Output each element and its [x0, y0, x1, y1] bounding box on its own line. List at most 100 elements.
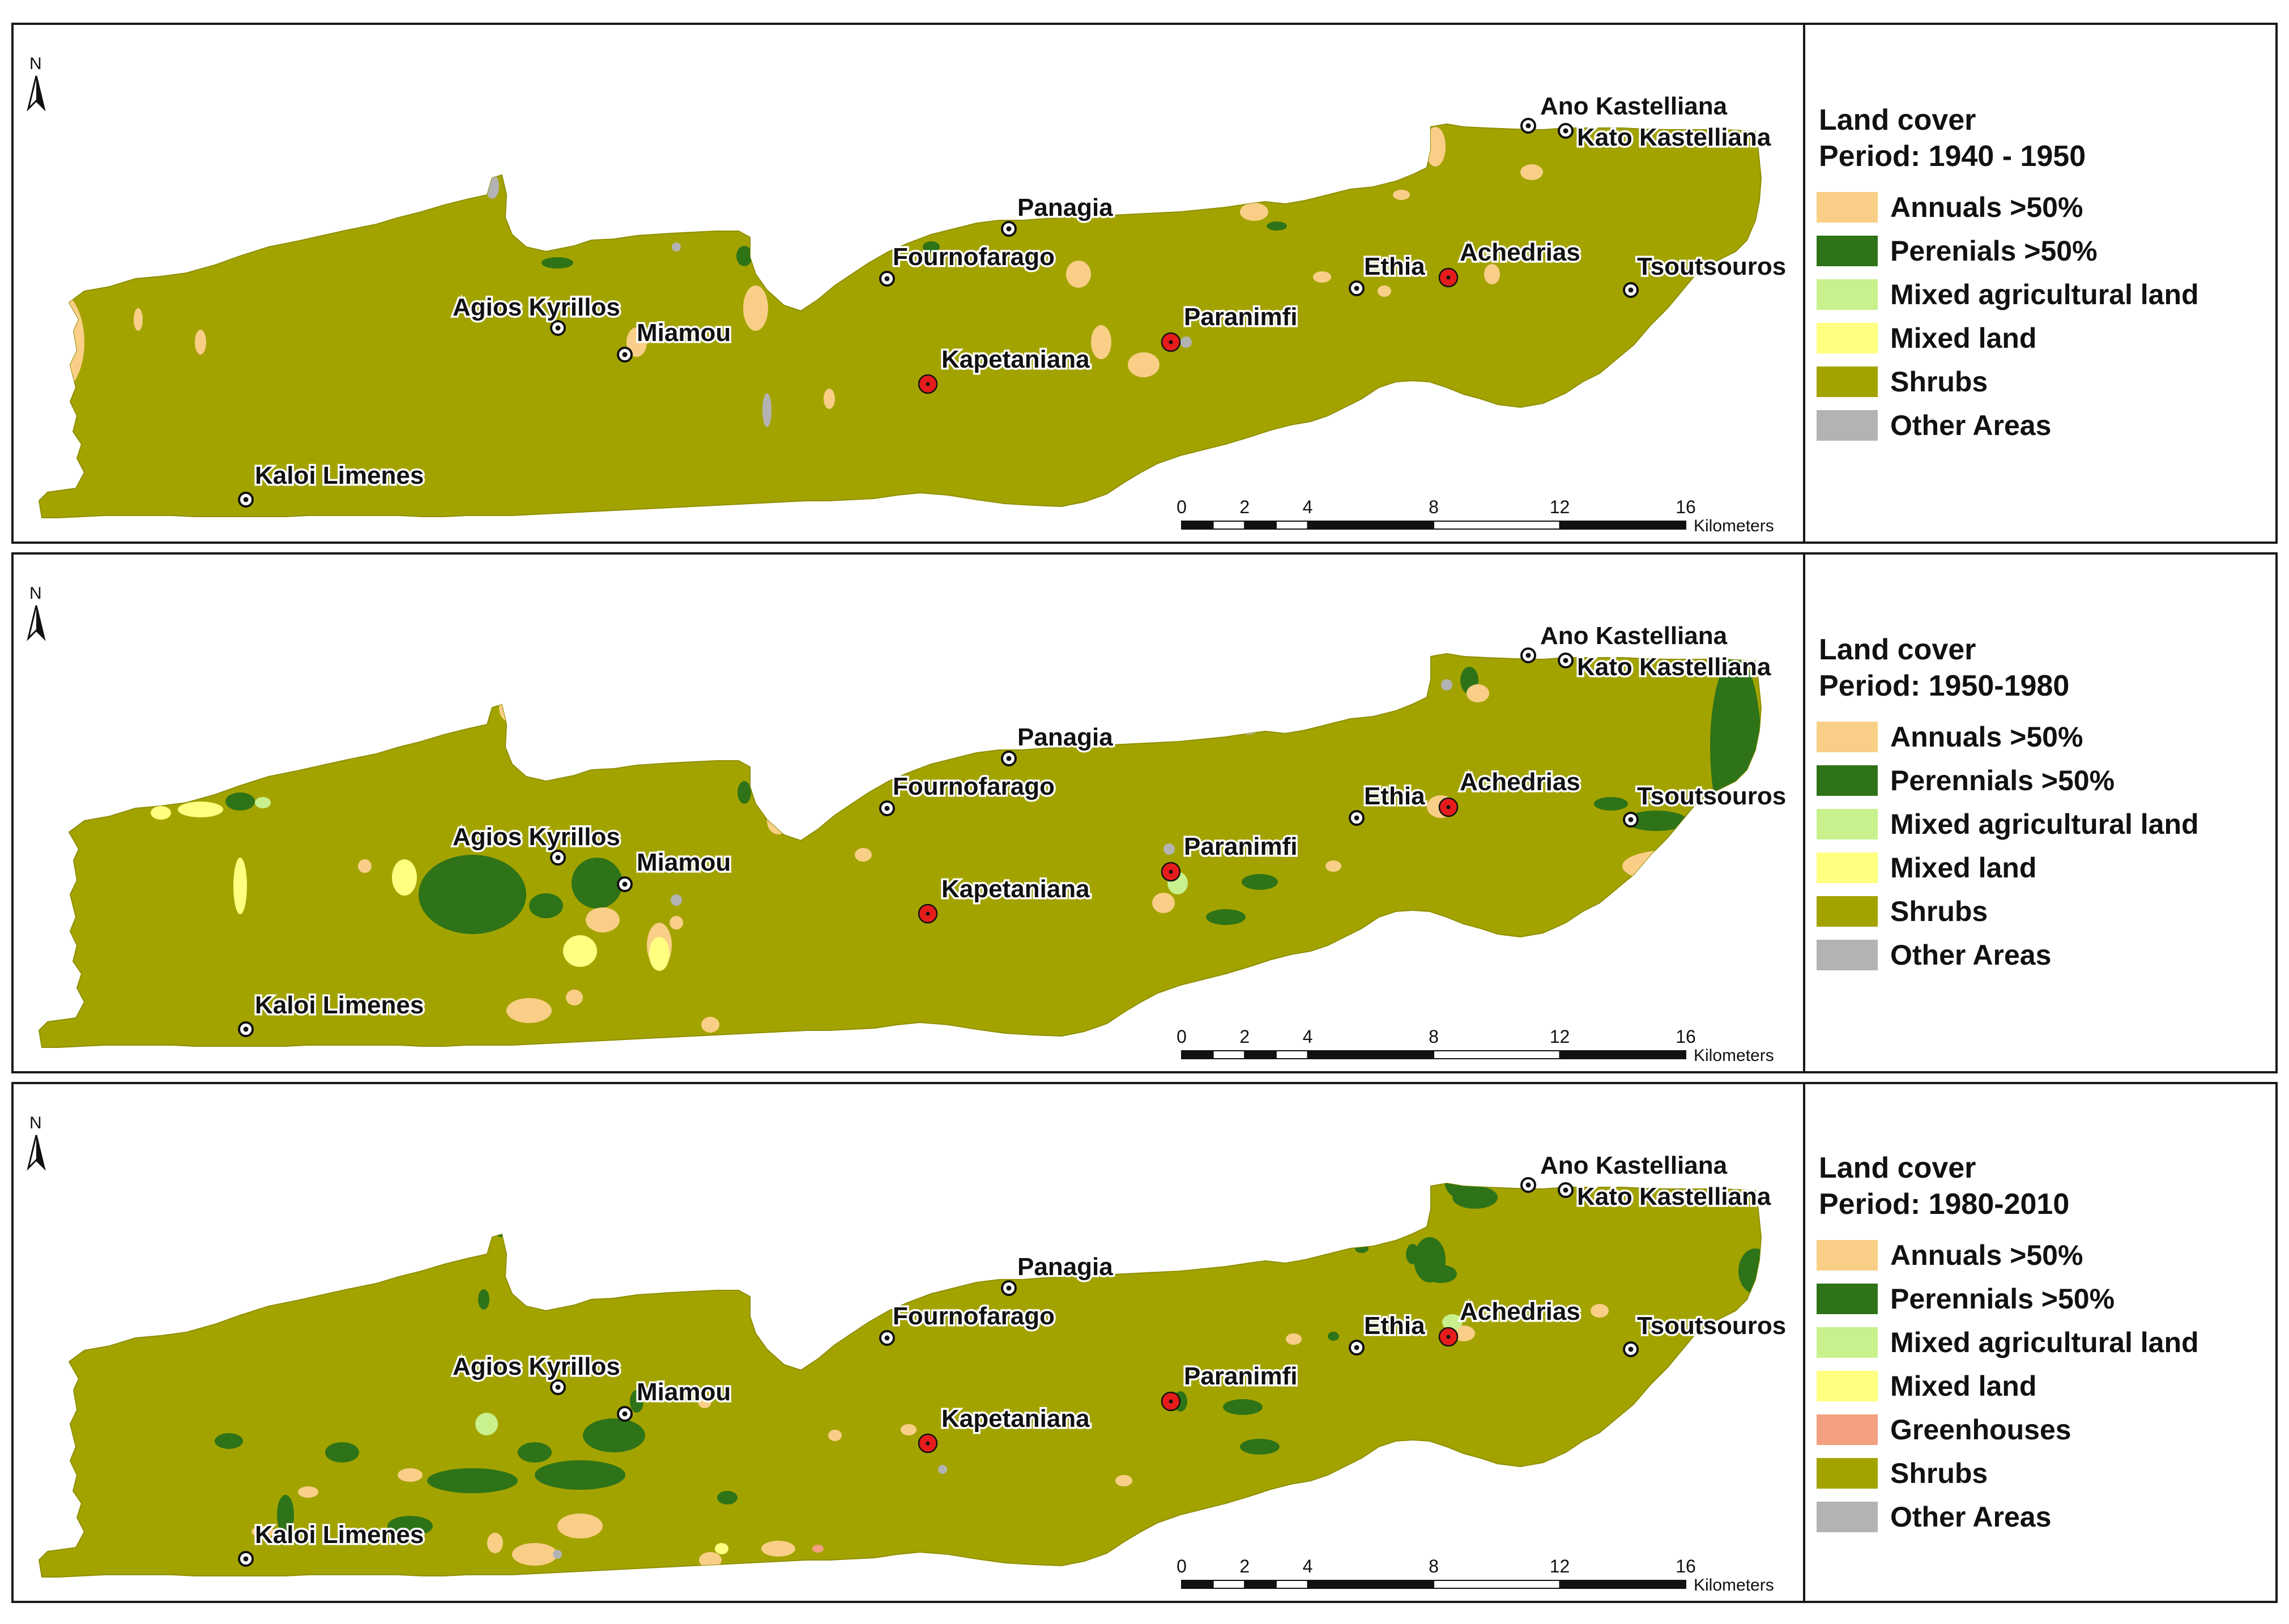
annuals-patch	[855, 848, 872, 862]
other-patch	[518, 1278, 529, 1287]
place-label: Ethia	[1364, 253, 1425, 280]
place-label: Tsoutsouros	[1637, 782, 1786, 810]
perennials-patch	[427, 1468, 518, 1493]
place-marker-icon	[1161, 332, 1181, 352]
place-marker-icon	[550, 320, 566, 336]
scale-bar-segment	[1275, 1580, 1308, 1589]
annuals-patch	[298, 1486, 318, 1498]
perennials-patch	[387, 1516, 433, 1536]
place-label: Paranimfi	[1184, 303, 1298, 331]
place-marker-icon	[1558, 123, 1574, 139]
place-label: Panagia	[1017, 1253, 1113, 1281]
scale-bar-tick-label: 4	[1303, 1556, 1313, 1576]
place-achedrias: Achedrias	[1438, 766, 1582, 817]
annuals-patch	[1713, 832, 1758, 855]
mixed-land-patch	[409, 1221, 434, 1230]
legend-item-label: Annuals >50%	[1890, 191, 2083, 223]
place-label: Panagia	[1017, 194, 1113, 221]
perennials-patch	[1738, 1248, 1761, 1294]
legend-item-label: Perenials >50%	[1890, 235, 2098, 267]
place-panagia: Panagia	[1001, 722, 1115, 766]
place-marker-icon	[879, 800, 895, 816]
island-shrubs-area	[38, 123, 1762, 518]
legend-item-label: Mixed agricultural land	[1890, 1327, 2199, 1358]
other-patch	[671, 894, 682, 906]
place-ano-kastelliana: Ano Kastelliana	[1520, 1150, 1729, 1193]
place-label: Tsoutsouros	[1637, 253, 1786, 280]
place-miamou: Miamou	[617, 847, 733, 892]
legend-swatch-mixed-agri	[1817, 809, 1878, 839]
place-paranimfi: Paranimfi	[1161, 831, 1299, 882]
annuals-patch	[670, 916, 683, 930]
place-tsoutsouros: Tsoutsouros	[1623, 251, 1788, 298]
land-cover-map-2: N Ano Kastelliana Kato Kastelliana Panagia F…	[27, 584, 1788, 1065]
legend-item-label: Greenhouses	[1890, 1414, 2071, 1446]
legend-item-label: Mixed land	[1890, 1370, 2036, 1402]
place-kaloi-limenes: Kaloi Limenes	[238, 990, 426, 1037]
place-achedrias: Achedrias	[1438, 237, 1582, 288]
perennials-patch	[1240, 1439, 1280, 1455]
legend-frame-1: Land cover Period: 1940 - 1950 Annuals >50…	[1803, 23, 2278, 544]
place-ethia: Ethia	[1349, 1310, 1427, 1356]
place-miamou: Miamou	[617, 1376, 733, 1422]
scale-bar-tick-label: 0	[1177, 497, 1187, 517]
place-ano-kastelliana: Ano Kastelliana	[1520, 620, 1729, 663]
place-marker-icon	[1349, 1340, 1365, 1356]
mixed-land-patch	[392, 859, 417, 896]
place-marker-icon	[1161, 1391, 1181, 1412]
annuals-patch	[698, 1395, 711, 1408]
perennials-patch	[1425, 1265, 1457, 1283]
annuals-patch	[1393, 190, 1410, 200]
place-label: Agios Kyrillos	[453, 293, 620, 321]
place-fournofarago: Fournofarago	[879, 771, 1056, 816]
place-label: Tsoutsouros	[1637, 1312, 1786, 1340]
perennials-patch	[1206, 909, 1246, 925]
scale-bar-unit: Kilometers	[1694, 1576, 1774, 1595]
perennials-patch	[1328, 1332, 1339, 1341]
legend-title: Land cover	[1819, 1152, 1976, 1184]
place-marker-icon	[1623, 1341, 1639, 1357]
perennials-patch	[685, 747, 713, 758]
place-marker-icon	[1001, 1280, 1017, 1296]
place-kapetaniana: Kapetaniana	[918, 1403, 1092, 1453]
legend-item-label: Mixed land	[1890, 852, 2036, 884]
place-label: Ano Kastelliana	[1540, 92, 1728, 120]
scale-bar-tick-label: 2	[1239, 1026, 1250, 1047]
mixed-land-patch	[178, 802, 223, 817]
mixed-land-patch	[649, 937, 670, 971]
place-tsoutsouros: Tsoutsouros	[1623, 1310, 1788, 1357]
legend-swatch-perennials	[1817, 236, 1878, 266]
place-label: Ethia	[1364, 782, 1425, 810]
map-frame-2: N Ano Kastelliana Kato Kastelliana Panagia F…	[11, 552, 1805, 1073]
scale-bar-tick-label: 0	[1177, 1026, 1187, 1047]
scale-bar-tick-label: 8	[1429, 497, 1439, 517]
place-marker-icon	[1438, 267, 1459, 288]
annuals-patch	[767, 807, 790, 834]
legend-item-label: Annuals >50%	[1890, 1239, 2083, 1271]
place-ano-kastelliana: Ano Kastelliana	[1520, 91, 1729, 134]
perennials-patch	[493, 1203, 509, 1237]
scale-bar-unit: Kilometers	[1694, 1046, 1774, 1065]
perennials-patch	[923, 241, 940, 253]
annuals-patch	[1313, 271, 1331, 283]
north-label: N	[29, 584, 42, 603]
place-label: Ano Kastelliana	[1540, 622, 1728, 650]
greenhouses-patch	[812, 1545, 824, 1553]
place-kaloi-limenes: Kaloi Limenes	[238, 460, 426, 508]
place-label: Kaloi Limenes	[255, 462, 424, 489]
place-kaloi-limenes: Kaloi Limenes	[238, 1519, 426, 1567]
annuals-patch	[761, 1541, 795, 1557]
scale-bar-unit: Kilometers	[1694, 517, 1774, 535]
place-label: Achedrias	[1460, 768, 1580, 796]
perennials-patch	[529, 893, 563, 918]
scale-bar-segment	[1244, 521, 1277, 530]
perennials-patch	[1250, 1250, 1270, 1259]
perennials-patch	[419, 855, 526, 934]
scale-bar-tick-label: 2	[1239, 497, 1250, 517]
perennials-patch	[1594, 797, 1628, 811]
legend-swatch-other	[1817, 940, 1878, 970]
legend-swatch-shrubs	[1817, 366, 1878, 397]
place-kato-kastelliana: Kato Kastelliana	[1558, 651, 1773, 683]
place-marker-icon	[1558, 1182, 1574, 1198]
place-marker-icon	[1349, 280, 1365, 296]
